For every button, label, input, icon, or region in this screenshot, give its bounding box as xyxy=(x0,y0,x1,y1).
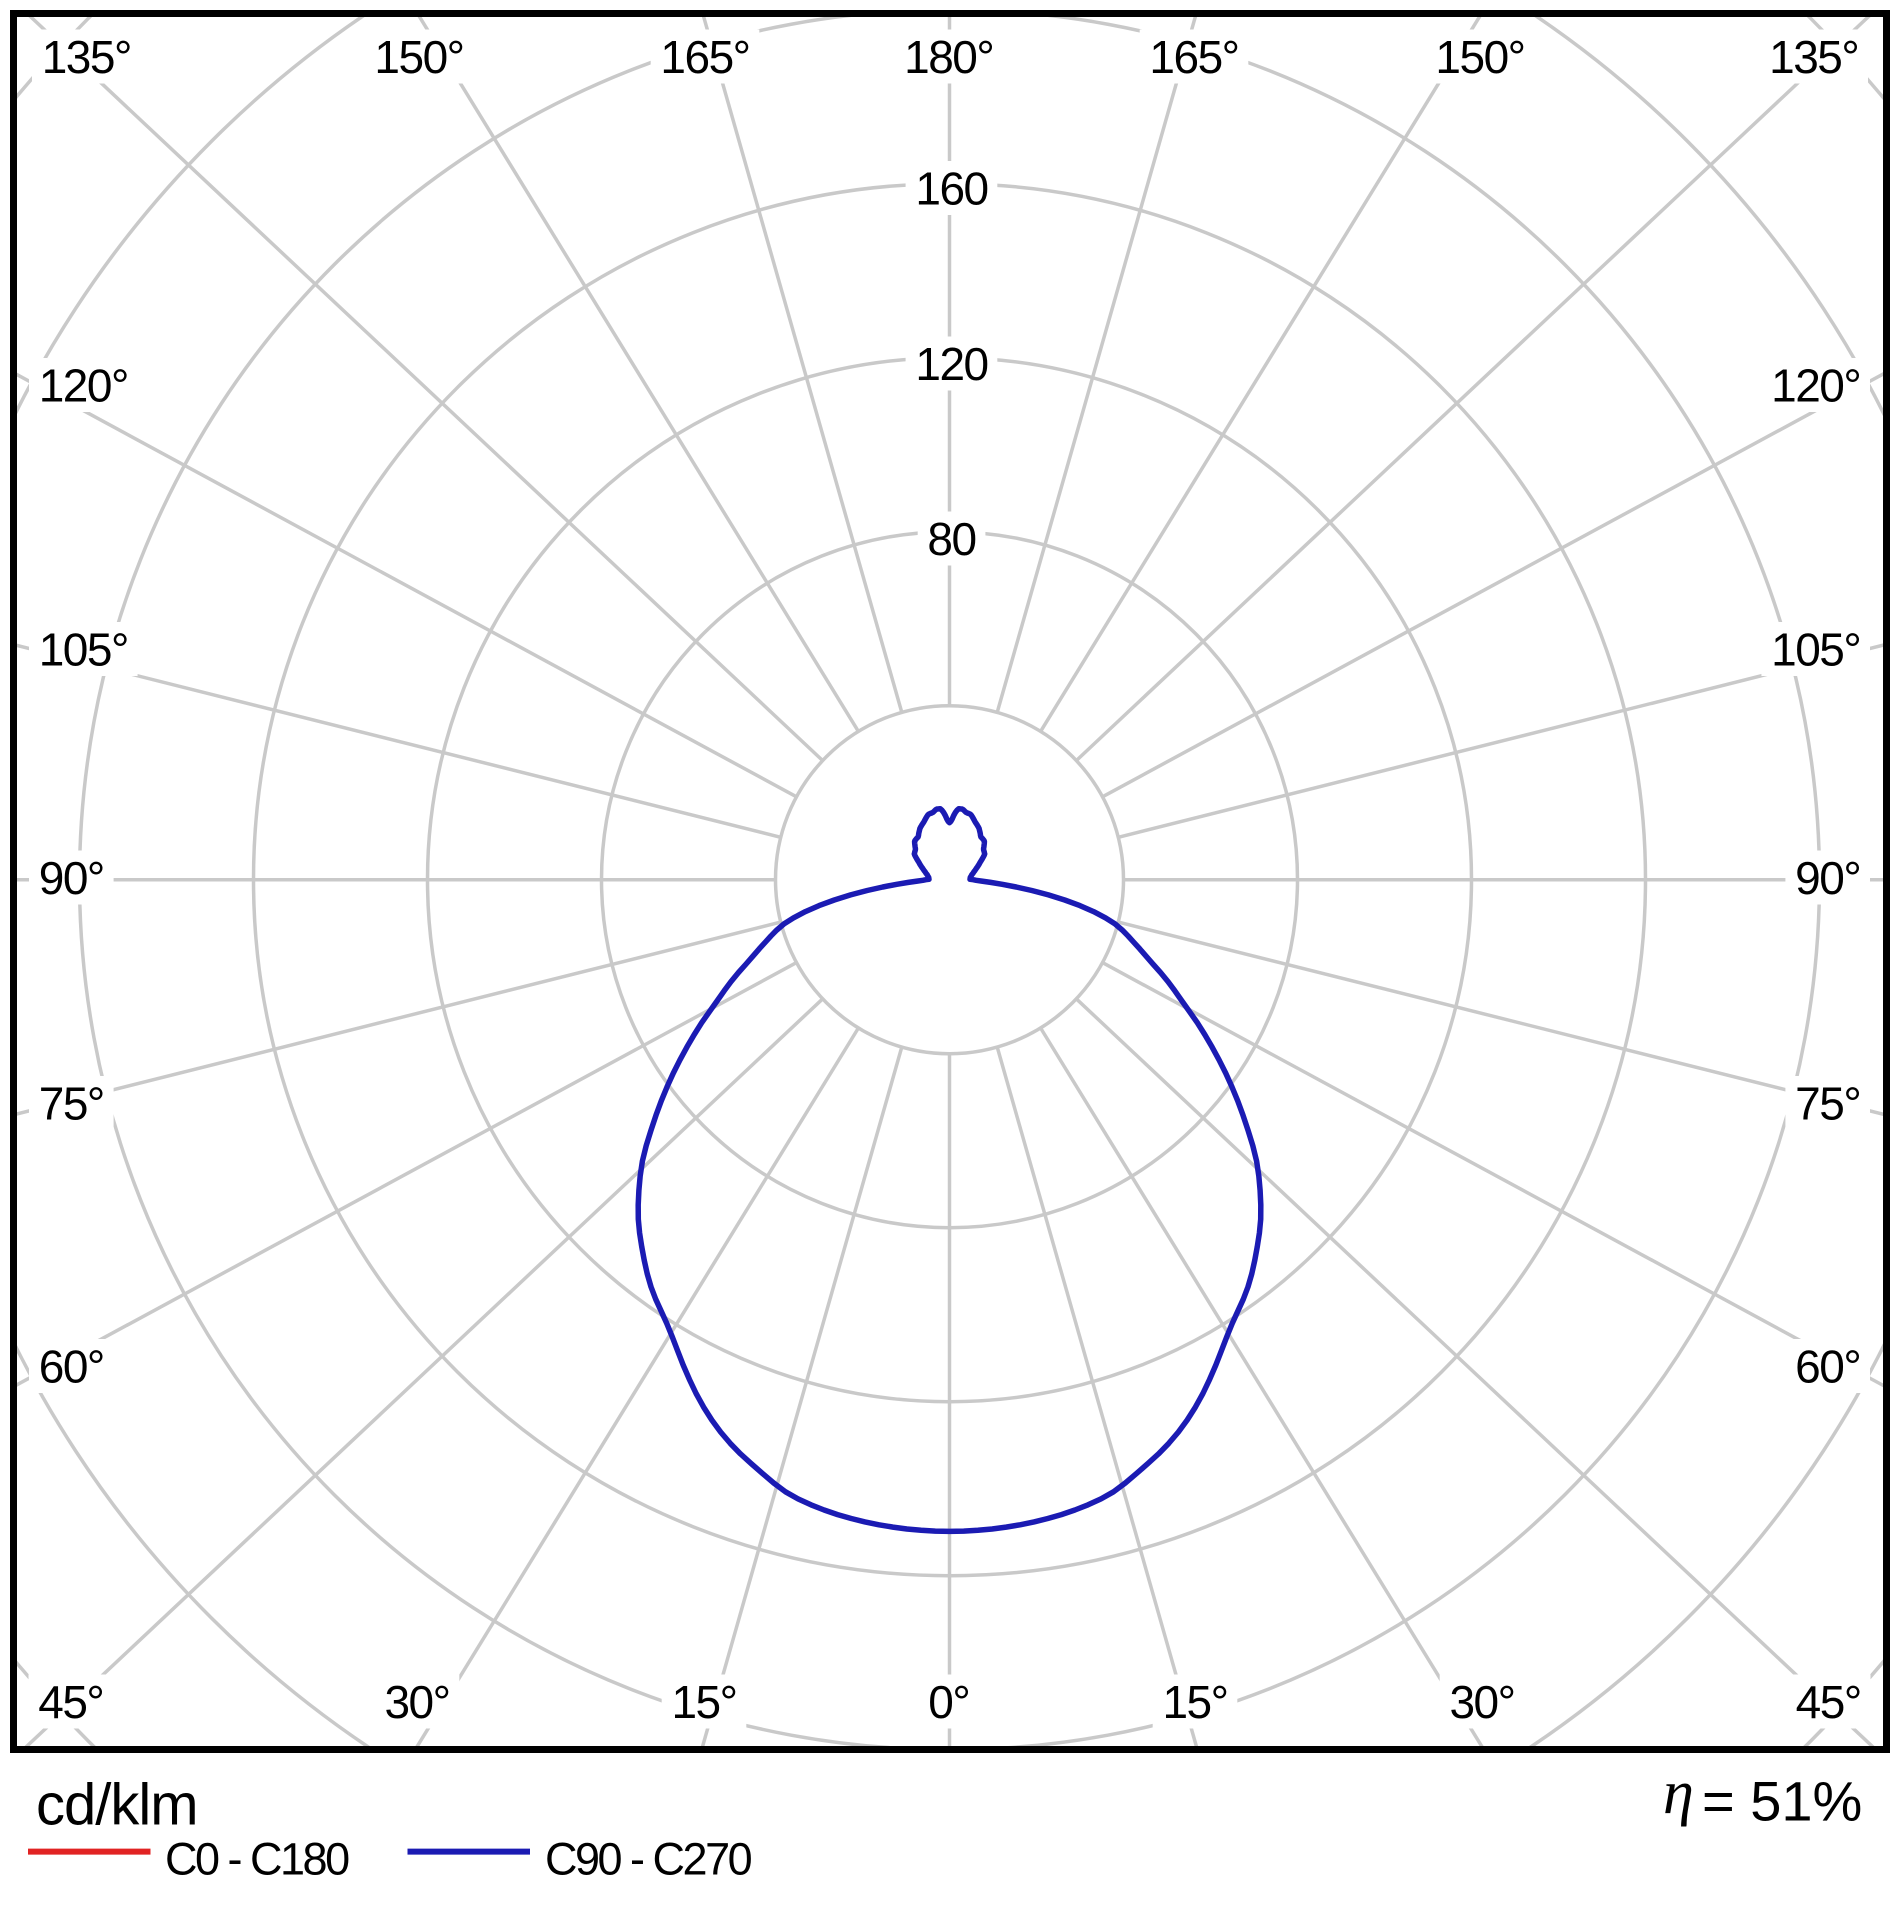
svg-text:15°: 15° xyxy=(1162,1676,1227,1728)
svg-text:cd/klm: cd/klm xyxy=(36,1773,198,1838)
svg-text:60°: 60° xyxy=(1795,1341,1860,1393)
svg-text:160: 160 xyxy=(915,163,987,215)
svg-text:60°: 60° xyxy=(39,1341,104,1393)
svg-text:η: η xyxy=(1663,1759,1694,1827)
svg-text:90°: 90° xyxy=(39,852,104,904)
svg-text:= 51%: = 51% xyxy=(1702,1770,1862,1833)
svg-text:165°: 165° xyxy=(660,31,749,83)
svg-text:15°: 15° xyxy=(671,1676,736,1728)
svg-text:120: 120 xyxy=(915,338,987,390)
svg-text:45°: 45° xyxy=(38,1676,103,1728)
svg-text:105°: 105° xyxy=(1771,624,1860,676)
svg-text:165°: 165° xyxy=(1149,31,1238,83)
svg-text:120°: 120° xyxy=(1771,360,1860,412)
svg-text:120°: 120° xyxy=(39,360,128,412)
svg-text:105°: 105° xyxy=(39,624,128,676)
svg-text:75°: 75° xyxy=(1795,1078,1860,1130)
svg-text:135°: 135° xyxy=(42,31,131,83)
svg-text:C90 - C270: C90 - C270 xyxy=(545,1834,752,1885)
svg-text:30°: 30° xyxy=(1449,1676,1514,1728)
svg-text:C0 - C180: C0 - C180 xyxy=(165,1834,349,1885)
svg-text:75°: 75° xyxy=(39,1078,104,1130)
svg-text:150°: 150° xyxy=(1435,31,1524,83)
svg-text:0°: 0° xyxy=(928,1676,969,1728)
svg-text:150°: 150° xyxy=(374,31,463,83)
svg-text:135°: 135° xyxy=(1769,31,1858,83)
svg-text:45°: 45° xyxy=(1796,1676,1861,1728)
svg-text:30°: 30° xyxy=(384,1676,449,1728)
svg-text:90°: 90° xyxy=(1795,852,1860,904)
svg-text:80: 80 xyxy=(927,513,975,565)
svg-text:180°: 180° xyxy=(904,31,993,83)
